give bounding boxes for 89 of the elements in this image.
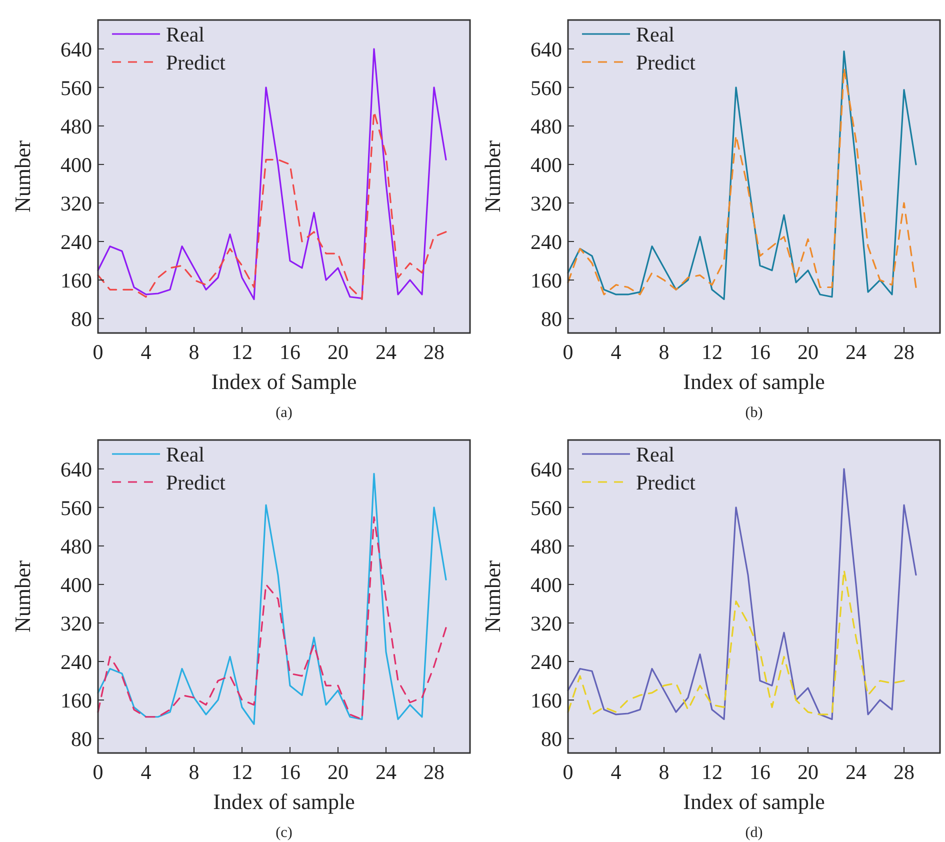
x-tick-label: 20	[328, 340, 348, 364]
x-axis-title: Index of Sample	[211, 369, 357, 394]
y-tick-label: 640	[530, 457, 562, 482]
x-tick-label: 4	[610, 760, 622, 784]
line-series	[97, 48, 447, 300]
y-tick-label: 400	[530, 572, 562, 597]
x-tick-label: 12	[232, 340, 252, 364]
y-tick-label: 560	[60, 496, 92, 520]
x-tick-label: 16	[750, 340, 770, 364]
y-axis-title: Number	[10, 140, 35, 213]
x-tick-label: 0	[92, 340, 104, 364]
x-tick-label: 12	[232, 760, 252, 784]
x-tick-label: 16	[750, 760, 770, 784]
y-tick-label: 80	[71, 306, 92, 331]
y-tick-label: 240	[530, 230, 562, 254]
x-axis-title: Index of sample	[683, 369, 825, 394]
legend-label: Real	[166, 22, 205, 46]
x-tick-label: 20	[798, 760, 818, 784]
x-tick-label: 20	[798, 340, 818, 364]
text: (c)	[276, 825, 292, 841]
y-tick-label: 160	[60, 688, 92, 712]
y-tick-label: 320	[60, 191, 92, 216]
legend-label: Predict	[166, 50, 226, 74]
y-tick-label: 240	[60, 650, 92, 674]
x-tick-label: 0	[92, 760, 104, 784]
x-tick-label: 8	[658, 340, 670, 364]
y-axis-title: Number	[480, 140, 505, 213]
y-tick-label: 480	[530, 534, 562, 558]
x-tick-label: 12	[702, 760, 722, 784]
y-tick-label: 400	[60, 572, 92, 597]
x-tick-label: 24	[846, 340, 867, 364]
y-tick-label: 240	[530, 650, 562, 674]
x-tick-label: 28	[894, 760, 914, 784]
y-tick-label: 80	[541, 726, 562, 751]
legend-label: Real	[636, 442, 675, 466]
y-tick-label: 560	[60, 76, 92, 100]
x-tick-label: 16	[280, 340, 300, 364]
legend-label: Real	[166, 442, 205, 466]
y-tick-label: 320	[530, 191, 562, 216]
y-tick-label: 80	[71, 726, 92, 751]
y-tick-label: 480	[60, 114, 92, 138]
y-tick-label: 400	[530, 152, 562, 177]
x-tick-label: 28	[894, 340, 914, 364]
legend-label: Real	[636, 22, 675, 46]
y-axis-title: Number	[480, 560, 505, 633]
y-tick-label: 160	[530, 268, 562, 292]
y-tick-label: 480	[60, 534, 92, 558]
text: (b)	[745, 405, 763, 421]
legend-label: Predict	[636, 50, 696, 74]
legend-label: Predict	[636, 470, 696, 494]
x-tick-label: 24	[376, 340, 397, 364]
legend-label: Predict	[166, 470, 226, 494]
y-tick-label: 320	[530, 611, 562, 636]
x-tick-label: 24	[846, 760, 867, 784]
line-series	[567, 468, 917, 720]
y-tick-label: 160	[60, 268, 92, 292]
x-tick-label: 20	[328, 760, 348, 784]
x-tick-label: 4	[610, 340, 622, 364]
line-series	[97, 472, 447, 725]
y-tick-label: 480	[530, 114, 562, 138]
y-tick-label: 160	[530, 688, 562, 712]
text: (d)	[745, 825, 763, 841]
x-tick-label: 0	[562, 760, 574, 784]
x-tick-label: 8	[658, 760, 670, 784]
x-tick-label: 4	[140, 340, 152, 364]
line-series	[567, 569, 905, 716]
y-tick-label: 400	[60, 152, 92, 177]
text: (a)	[276, 405, 292, 421]
x-axis-title: Index of sample	[213, 789, 355, 814]
y-tick-label: 640	[60, 457, 92, 482]
x-tick-label: 8	[188, 340, 200, 364]
x-tick-label: 8	[188, 760, 200, 784]
y-tick-label: 640	[60, 37, 92, 62]
x-tick-label: 28	[424, 760, 444, 784]
x-tick-label: 24	[376, 760, 397, 784]
x-tick-label: 4	[140, 760, 152, 784]
x-axis-title: Index of sample	[683, 789, 825, 814]
y-axis-title: Number	[10, 560, 35, 633]
x-tick-label: 0	[562, 340, 574, 364]
y-tick-label: 560	[530, 76, 562, 100]
line-series	[97, 516, 447, 720]
y-tick-label: 560	[530, 496, 562, 520]
y-tick-label: 80	[541, 306, 562, 331]
y-tick-label: 320	[60, 611, 92, 636]
x-tick-label: 12	[702, 340, 722, 364]
y-tick-label: 240	[60, 230, 92, 254]
x-tick-label: 16	[280, 760, 300, 784]
y-tick-label: 640	[530, 37, 562, 62]
x-tick-label: 28	[424, 340, 444, 364]
